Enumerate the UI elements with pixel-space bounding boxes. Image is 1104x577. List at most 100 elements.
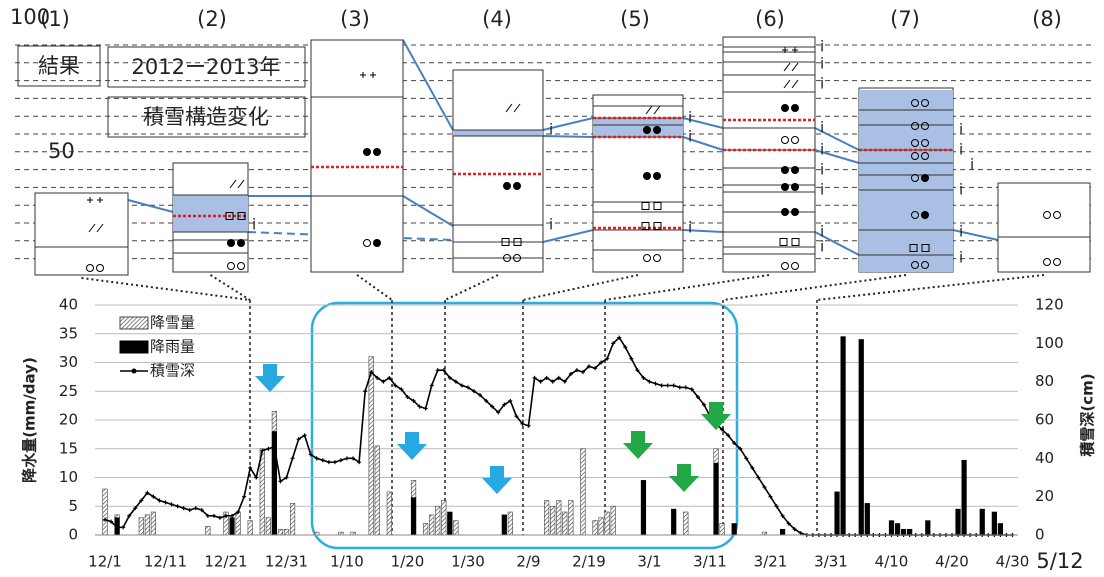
grain: [911, 261, 919, 269]
link-line: [814, 149, 860, 164]
connector: [816, 274, 1045, 301]
ice-mark: i: [959, 141, 963, 159]
line-marker: [242, 494, 247, 499]
ice-mark: i: [959, 249, 963, 267]
line-marker: [514, 414, 519, 419]
line-marker: [605, 356, 610, 361]
grain: [237, 239, 245, 247]
line-marker: [127, 513, 132, 518]
connector: [356, 274, 393, 301]
grain: [909, 244, 918, 252]
line-marker: [260, 448, 265, 453]
profile-label: (8): [1032, 7, 1062, 31]
x-tick-label: 2/9: [516, 553, 540, 571]
profile-band: [453, 130, 543, 136]
link-line: [682, 136, 724, 151]
line-marker: [665, 383, 670, 388]
grain: [643, 172, 651, 180]
snow-structure-diagram: 100 50 結果 2012ー2013年 積雪構造変化 5/12 (1)i(2)…: [10, 5, 1092, 573]
grain: [911, 211, 919, 219]
y-tick-label: 5: [68, 497, 78, 515]
x-tick-label: 4/20: [935, 553, 969, 571]
line-marker: [133, 506, 138, 511]
grain: [779, 238, 788, 246]
line-marker: [447, 375, 452, 380]
bar: [991, 511, 997, 536]
bar: [598, 517, 604, 536]
line-marker: [399, 387, 404, 392]
line-marker: [641, 375, 646, 380]
profile-label: (6): [755, 7, 785, 31]
link-line: [402, 39, 454, 131]
bar: [731, 523, 737, 536]
line-marker: [326, 460, 331, 465]
x-tick-label: 3/21: [754, 553, 788, 571]
grain: [791, 136, 799, 144]
grain: [653, 126, 661, 134]
bar: [265, 517, 271, 536]
ice-mark: i: [959, 121, 963, 139]
grain: [373, 239, 381, 247]
line-marker: [290, 456, 295, 461]
bar: [544, 500, 550, 536]
line-marker: [205, 513, 210, 518]
bar: [447, 511, 453, 536]
x-tick-label: 12/11: [144, 553, 187, 571]
line-marker: [780, 513, 785, 518]
result-text: 結果: [38, 54, 80, 78]
line-marker: [121, 525, 126, 530]
bar: [507, 511, 513, 536]
grain: [237, 212, 246, 220]
connector: [604, 274, 770, 301]
grain: [641, 222, 650, 230]
grain: [781, 208, 789, 216]
bar: [235, 511, 241, 536]
link-line: [682, 229, 724, 233]
y2-tick-label: 60: [1035, 411, 1054, 429]
y2-tick-label: 20: [1035, 487, 1054, 505]
line-marker: [599, 360, 604, 365]
ice-mark: i: [820, 75, 824, 93]
arrow: [482, 466, 512, 494]
line-marker: [381, 379, 386, 384]
line-marker: [266, 446, 271, 451]
line-marker: [647, 379, 652, 384]
line-marker: [792, 527, 797, 532]
profile-label: (5): [620, 7, 650, 31]
line-marker: [423, 406, 428, 411]
line-marker: [314, 456, 319, 461]
ice-mark: i: [820, 161, 824, 179]
ice-mark: i: [970, 156, 974, 174]
bar: [604, 511, 610, 536]
line-marker: [587, 364, 591, 369]
line-marker: [568, 372, 573, 376]
grain: [363, 148, 371, 156]
bar: [453, 520, 459, 536]
line-marker: [284, 475, 289, 480]
line-marker: [103, 517, 107, 522]
line-marker: [472, 389, 477, 394]
bar: [138, 517, 144, 536]
bar: [150, 511, 157, 536]
x-tick-label: 3/11: [693, 553, 727, 571]
line-marker: [435, 368, 440, 373]
ice-mark: i: [688, 109, 692, 127]
grain: [513, 254, 521, 262]
line-marker: [175, 504, 180, 509]
bar: [283, 528, 290, 536]
grain: [921, 261, 929, 269]
bar: [102, 488, 108, 536]
scale-label: 100: [10, 5, 50, 29]
line-marker: [574, 368, 579, 373]
y-tick-label: 0: [68, 526, 78, 544]
grain: [225, 212, 234, 220]
x-tick-label: 3/31: [814, 553, 848, 571]
bar: [683, 511, 689, 536]
line-marker: [738, 446, 743, 451]
link-line: [814, 127, 860, 151]
ice-mark: i: [688, 128, 692, 146]
bar: [925, 520, 931, 536]
legend-label: 降雨量: [150, 338, 195, 356]
line-marker: [417, 404, 422, 409]
